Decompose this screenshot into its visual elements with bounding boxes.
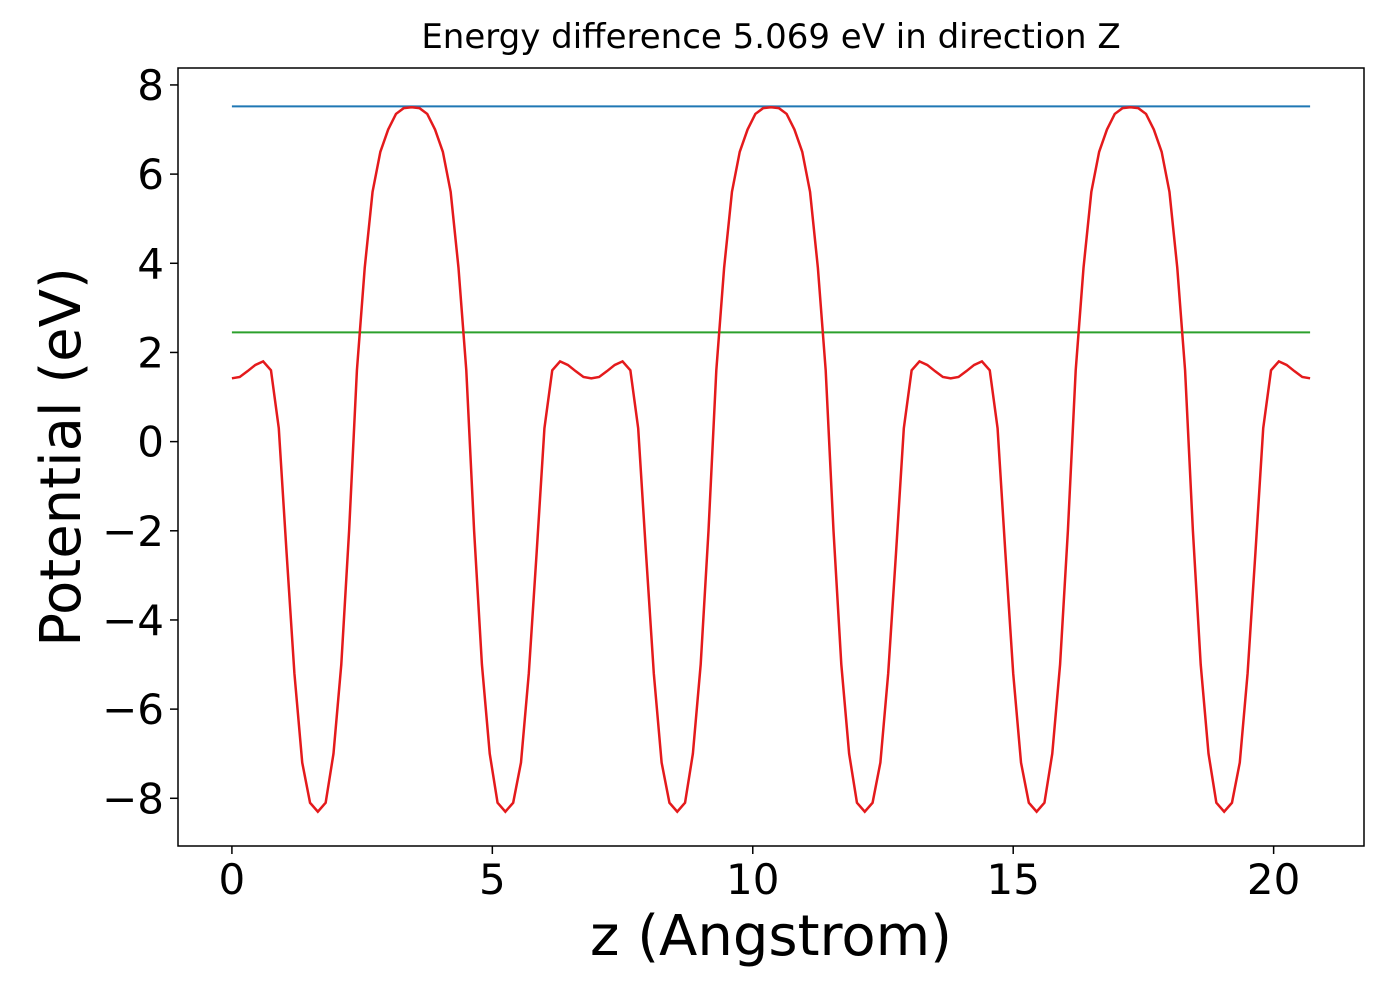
plot-frame: [177, 67, 1365, 847]
y-tick-label: −4: [102, 596, 164, 645]
y-tick-label: 8: [137, 61, 164, 110]
y-tick-label: −2: [102, 507, 164, 556]
x-tick-label: 15: [986, 855, 1039, 904]
y-tick-label: −6: [102, 685, 164, 734]
chart-title: Energy difference 5.069 eV in direction …: [421, 17, 1120, 57]
y-tick-label: 2: [137, 328, 164, 377]
x-axis-label: z (Angstrom): [590, 904, 952, 969]
series-line: [231, 105, 1311, 814]
x-tick-label: 10: [726, 855, 779, 904]
x-tick-label: 0: [219, 855, 246, 904]
x-tick-label: 5: [479, 855, 506, 904]
y-tick-label: 0: [137, 418, 164, 467]
y-tick-label: 6: [137, 150, 164, 199]
y-axis-label: Potential (eV): [29, 267, 94, 647]
y-tick-label: 4: [137, 239, 164, 288]
y-tick-label: −8: [102, 774, 164, 823]
x-tick-label: 20: [1247, 855, 1300, 904]
